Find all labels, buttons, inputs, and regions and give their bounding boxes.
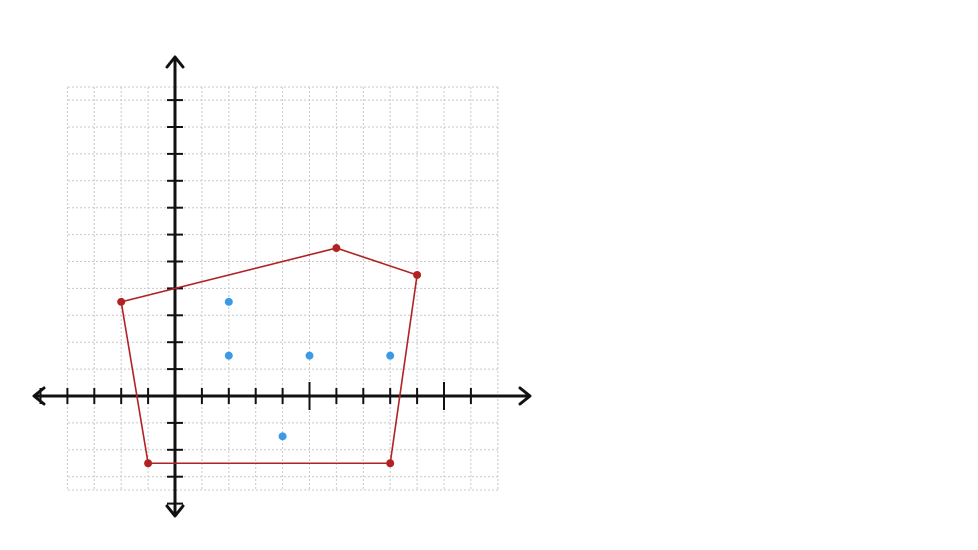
polygon-vertex	[386, 459, 395, 468]
data-point	[386, 351, 395, 360]
polygon-shape	[117, 244, 422, 468]
data-point	[278, 432, 287, 441]
polygon-vertex	[144, 459, 153, 468]
polygon-vertex	[117, 297, 126, 306]
scatter-points	[224, 297, 395, 441]
grid	[66, 86, 499, 491]
data-point	[224, 297, 233, 306]
axes	[32, 55, 532, 518]
polygon-vertex	[332, 244, 341, 253]
y-axis-arrow-up	[165, 55, 185, 69]
polygon-vertex	[413, 270, 422, 279]
data-point	[305, 351, 314, 360]
data-point	[224, 351, 233, 360]
x-axis-arrow-right	[518, 386, 532, 406]
y-axis-arrow-down	[165, 504, 185, 518]
polygon-outline	[120, 247, 418, 465]
